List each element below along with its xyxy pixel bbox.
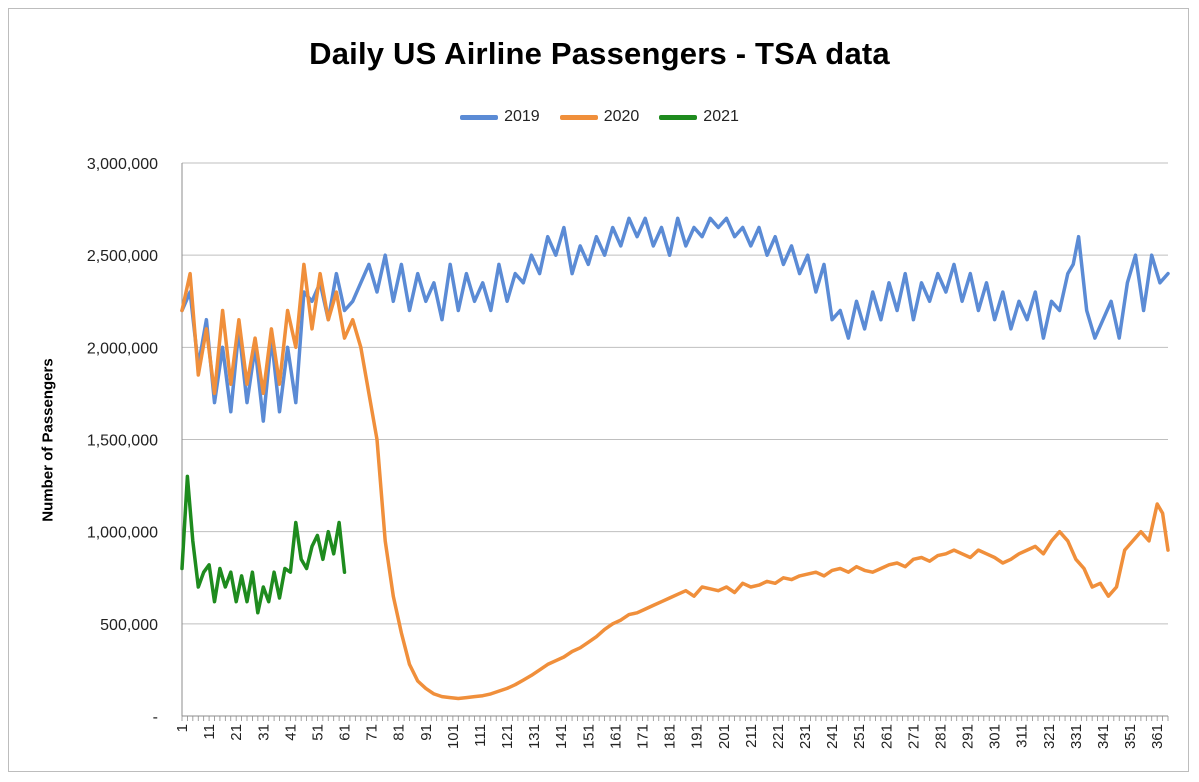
x-tick-label: 321 bbox=[1041, 724, 1058, 749]
x-tick-label: 221 bbox=[770, 724, 787, 749]
legend-label: 2021 bbox=[703, 108, 739, 125]
y-tick-label: 2,000,000 bbox=[87, 340, 158, 357]
x-tick-label: 151 bbox=[580, 724, 597, 749]
legend-swatch bbox=[659, 114, 698, 120]
x-tick-label: 211 bbox=[743, 724, 760, 748]
x-tick-label: 101 bbox=[445, 724, 462, 749]
legend: 2019 2020 2021 bbox=[0, 106, 1199, 128]
x-tick-label: 271 bbox=[905, 724, 922, 749]
chart-title: Daily US Airline Passengers - TSA data bbox=[309, 36, 890, 71]
x-tick-label: 61 bbox=[337, 724, 354, 741]
x-tick-label: 241 bbox=[824, 724, 841, 749]
y-tick-label: 1,500,000 bbox=[87, 433, 158, 450]
x-tick-label: 141 bbox=[553, 724, 570, 749]
legend-swatch bbox=[559, 114, 598, 120]
x-tick-label: 41 bbox=[282, 724, 299, 741]
series-line-2019 bbox=[180, 216, 1170, 423]
x-tick-label: 131 bbox=[526, 724, 543, 749]
x-tick-label: 11 bbox=[201, 724, 218, 740]
x-tick-label: 51 bbox=[309, 724, 326, 741]
x-tick-label: 81 bbox=[391, 724, 408, 741]
x-tick-label: 31 bbox=[255, 724, 272, 741]
x-tick-label: 201 bbox=[716, 724, 733, 749]
x-tick-label: 21 bbox=[228, 724, 245, 741]
x-tick-label: 291 bbox=[960, 724, 977, 749]
legend-swatch bbox=[460, 114, 499, 120]
x-tick-label: 181 bbox=[662, 724, 679, 749]
x-tick-label: 111 bbox=[472, 724, 489, 747]
x-tick-label: 351 bbox=[1122, 724, 1139, 749]
x-tick-label: 91 bbox=[418, 724, 435, 741]
y-tick-label: - bbox=[153, 709, 158, 726]
legend-entry-2019: 2019 bbox=[460, 108, 540, 126]
x-tick-label: 231 bbox=[797, 724, 814, 749]
x-tick-label: 161 bbox=[607, 724, 624, 749]
x-tick-label: 171 bbox=[634, 724, 651, 749]
x-tick-label: 361 bbox=[1149, 724, 1166, 749]
y-tick-label: 3,000,000 bbox=[87, 156, 158, 173]
x-tick-label: 331 bbox=[1068, 724, 1085, 749]
chart-frame bbox=[8, 8, 1189, 772]
x-tick-label: 191 bbox=[689, 724, 706, 749]
x-tick-label: 281 bbox=[932, 724, 949, 749]
x-tick-label: 71 bbox=[364, 724, 381, 741]
x-tick-label: 1 bbox=[174, 724, 191, 732]
x-tick-label: 261 bbox=[878, 724, 895, 749]
x-tick-label: 341 bbox=[1095, 724, 1112, 749]
x-tick-label: 121 bbox=[499, 724, 516, 749]
legend-entry-2021: 2021 bbox=[659, 108, 739, 126]
series-line-2020 bbox=[180, 262, 1170, 701]
series-line-2021 bbox=[180, 474, 347, 615]
x-tick-label: 301 bbox=[987, 724, 1004, 749]
x-tick-label: 251 bbox=[851, 724, 868, 749]
y-tick-label: 500,000 bbox=[100, 617, 158, 634]
legend-entry-2020: 2020 bbox=[559, 108, 640, 126]
legend-label: 2019 bbox=[504, 108, 540, 125]
y-tick-label: 2,500,000 bbox=[87, 248, 158, 265]
y-tick-label: 1,000,000 bbox=[87, 525, 158, 542]
x-tick-label: 311 bbox=[1014, 724, 1031, 748]
legend-label: 2020 bbox=[603, 108, 640, 125]
